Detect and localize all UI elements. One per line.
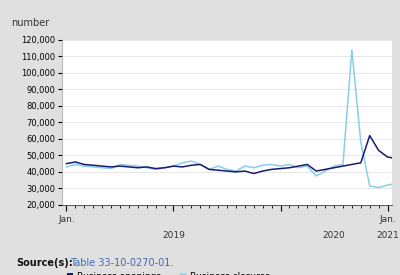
Text: Jan.: Jan. xyxy=(58,215,75,224)
Text: number: number xyxy=(11,18,49,28)
Text: 2021: 2021 xyxy=(376,231,399,240)
Text: 2019: 2019 xyxy=(162,231,185,240)
Text: Source(s):: Source(s): xyxy=(16,258,73,268)
Text: Jan.: Jan. xyxy=(379,215,396,224)
Text: 2020: 2020 xyxy=(323,231,346,240)
Legend: Business openings, Business closures: Business openings, Business closures xyxy=(66,272,270,275)
Text: Table 33-10-0270-01.: Table 33-10-0270-01. xyxy=(70,258,173,268)
